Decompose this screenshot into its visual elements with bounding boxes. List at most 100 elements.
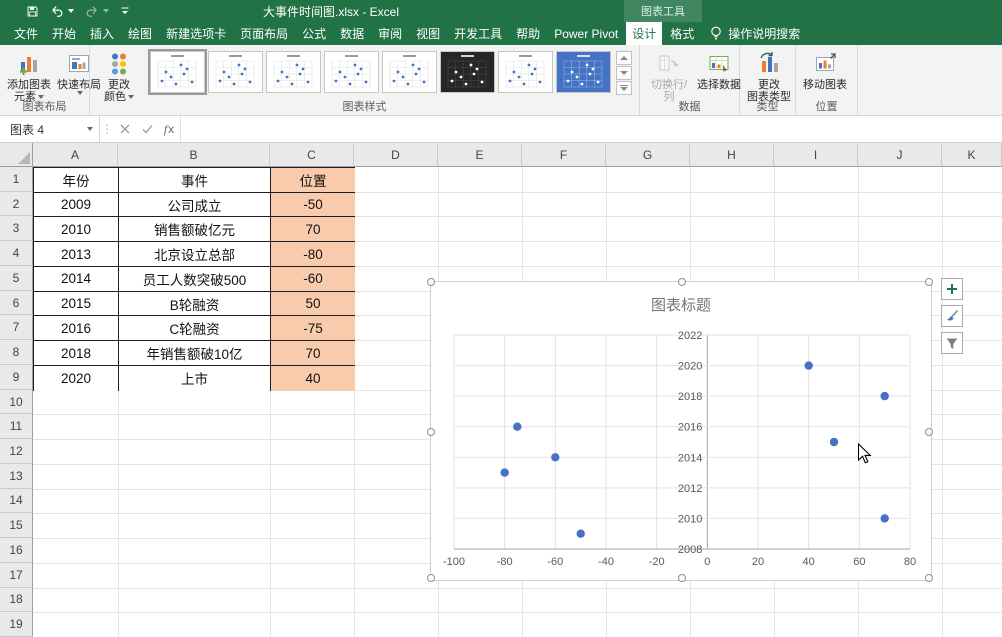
column-header-D[interactable]: D: [354, 143, 438, 167]
cell[interactable]: 2020: [34, 365, 119, 391]
row-header-11[interactable]: 11: [0, 414, 33, 440]
name-box-dropdown-icon[interactable]: [87, 127, 93, 131]
row-header-17[interactable]: 17: [0, 562, 33, 588]
chart-elements-button[interactable]: [941, 278, 963, 300]
data-point[interactable]: [513, 422, 522, 431]
chart-resize-handle[interactable]: [427, 428, 435, 436]
ribbon-tab[interactable]: 页面布局: [240, 27, 289, 41]
ribbon-tab[interactable]: 插入: [90, 27, 115, 41]
ribbon-tab[interactable]: Power Pivot: [554, 26, 619, 41]
cell[interactable]: 2009: [34, 192, 119, 218]
enter-button[interactable]: [136, 116, 158, 142]
select-data-button[interactable]: 选择数据: [694, 49, 744, 92]
undo-button[interactable]: [50, 5, 74, 17]
row-header-5[interactable]: 5: [0, 265, 33, 291]
cell[interactable]: 位置: [271, 168, 355, 193]
cell[interactable]: 2013: [34, 242, 119, 267]
cell[interactable]: 公司成立: [119, 192, 271, 218]
cell[interactable]: 年销售额破10亿: [119, 341, 271, 366]
formula-input[interactable]: [180, 116, 1002, 142]
column-header-E[interactable]: E: [438, 143, 522, 167]
row-header-16[interactable]: 16: [0, 538, 33, 563]
cell[interactable]: 上市: [119, 365, 271, 391]
column-header-J[interactable]: J: [858, 143, 942, 167]
column-header-K[interactable]: K: [942, 143, 1002, 167]
row-header-15[interactable]: 15: [0, 513, 33, 539]
row-header-2[interactable]: 2: [0, 191, 33, 217]
gallery-scroll-down-button[interactable]: [616, 66, 632, 80]
cancel-button[interactable]: [114, 116, 136, 142]
chart-resize-handle[interactable]: [925, 278, 933, 286]
ribbon-tab[interactable]: 开发工具: [454, 27, 503, 41]
chart-filters-button[interactable]: [941, 332, 963, 354]
cell[interactable]: 70: [271, 341, 355, 366]
chart-style-thumbnail-1-selected[interactable]: [148, 49, 207, 95]
data-point[interactable]: [880, 514, 889, 523]
row-header-18[interactable]: 18: [0, 587, 33, 613]
cell[interactable]: 2015: [34, 291, 119, 317]
row-header-8[interactable]: 8: [0, 340, 33, 365]
cell[interactable]: 2010: [34, 217, 119, 243]
row-header-19[interactable]: 19: [0, 612, 33, 637]
ribbon-tab[interactable]: 视图: [416, 27, 441, 41]
data-point[interactable]: [829, 437, 839, 447]
row-header-7[interactable]: 7: [0, 315, 33, 341]
cell[interactable]: -60: [271, 266, 355, 292]
gallery-more-button[interactable]: [616, 81, 632, 95]
change-chart-type-button[interactable]: 更改 图表类型: [744, 49, 794, 104]
chart-style-thumbnail-6[interactable]: [440, 51, 495, 93]
tell-me-search[interactable]: 操作说明搜索: [702, 22, 808, 45]
column-header-I[interactable]: I: [774, 143, 858, 167]
ribbon-tab[interactable]: 帮助: [516, 27, 541, 41]
chart-resize-handle[interactable]: [427, 278, 435, 286]
cell[interactable]: C轮融资: [119, 316, 271, 342]
cell[interactable]: 事件: [119, 168, 271, 193]
chart-style-thumbnail-8[interactable]: [556, 51, 611, 93]
ribbon-tab[interactable]: 文件: [14, 27, 39, 41]
row-header-3[interactable]: 3: [0, 216, 33, 242]
row-header-14[interactable]: 14: [0, 488, 33, 514]
chart-resize-handle[interactable]: [427, 574, 435, 582]
chart-style-thumbnail-3[interactable]: [266, 51, 321, 93]
cell[interactable]: 2016: [34, 316, 119, 342]
data-point[interactable]: [500, 468, 509, 477]
cell[interactable]: 50: [271, 291, 355, 317]
ribbon-tab[interactable]: 公式: [302, 27, 327, 41]
name-box[interactable]: 图表 4: [0, 116, 100, 142]
column-header-A[interactable]: A: [33, 143, 118, 167]
insert-function-button[interactable]: fx: [158, 116, 180, 142]
cell[interactable]: B轮融资: [119, 291, 271, 317]
column-header-B[interactable]: B: [118, 143, 270, 167]
select-all-corner[interactable]: [0, 143, 33, 167]
row-header-12[interactable]: 12: [0, 439, 33, 464]
chart-style-thumbnail-2[interactable]: [208, 51, 263, 93]
chart-object[interactable]: -100 -80 -60 -40 -20 0 20 40 60 80 2008 2010 2012 201…: [427, 278, 933, 582]
column-header-H[interactable]: H: [690, 143, 774, 167]
customize-quick-access-button[interactable]: [120, 6, 130, 16]
cell[interactable]: -80: [271, 242, 355, 267]
row-header-6[interactable]: 6: [0, 290, 33, 316]
ribbon-tab[interactable]: 绘图: [128, 27, 153, 41]
move-chart-button[interactable]: 移动图表: [800, 49, 850, 92]
row-header-4[interactable]: 4: [0, 241, 33, 266]
chart-style-thumbnail-7[interactable]: [498, 51, 553, 93]
ribbon-tab[interactable]: 数据: [340, 27, 365, 41]
cell[interactable]: 70: [271, 217, 355, 243]
row-header-9[interactable]: 9: [0, 364, 33, 390]
column-header-G[interactable]: G: [606, 143, 690, 167]
cell[interactable]: 2018: [34, 341, 119, 366]
ribbon-tab[interactable]: 审阅: [378, 27, 403, 41]
data-point[interactable]: [804, 361, 813, 370]
row-header-10[interactable]: 10: [0, 389, 33, 415]
column-header-F[interactable]: F: [522, 143, 606, 167]
column-header-C[interactable]: C: [270, 143, 354, 167]
chart-styles-button[interactable]: [941, 305, 963, 327]
chart-resize-handle[interactable]: [678, 278, 686, 286]
cell[interactable]: -75: [271, 316, 355, 342]
add-chart-element-button[interactable]: 添加图表 元素: [4, 49, 54, 104]
cell[interactable]: -50: [271, 192, 355, 218]
data-point[interactable]: [551, 453, 560, 462]
gallery-scroll-up-button[interactable]: [616, 51, 632, 65]
cell[interactable]: 年份: [34, 168, 119, 193]
undo-dropdown-icon[interactable]: [68, 9, 74, 13]
